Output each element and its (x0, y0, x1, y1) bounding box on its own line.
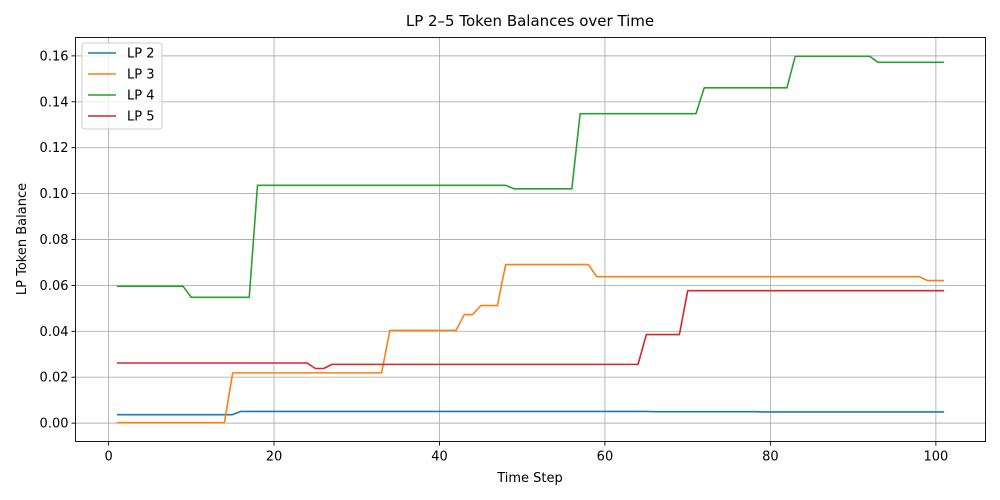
y-tick-label: 0.00 (40, 417, 69, 432)
x-tick-label: 60 (597, 450, 614, 465)
y-tick-label: 0.10 (40, 187, 69, 202)
y-axis-label: LP Token Balance (15, 183, 30, 295)
series-line-lp-4 (116, 55, 945, 299)
x-axis-label: Time Step (496, 471, 563, 486)
x-tick-label: 20 (266, 450, 283, 465)
series-line-lp-3 (116, 263, 945, 424)
x-tick-label: 100 (923, 450, 948, 465)
series-lines (116, 55, 945, 424)
legend-label: LP 2 (127, 47, 155, 62)
y-tick-label: 0.06 (40, 279, 69, 294)
legend: LP 2 LP 3 LP 4 LP 5 (81, 42, 163, 130)
y-tick-label: 0.12 (40, 141, 69, 156)
grid (75, 37, 986, 442)
y-tick-label: 0.08 (40, 233, 69, 248)
legend-frame (81, 42, 163, 130)
x-tick-label: 40 (431, 450, 448, 465)
legend-label: LP 4 (127, 89, 155, 104)
y-tick-label: 0.16 (40, 49, 69, 64)
y-tick-label: 0.02 (40, 371, 69, 386)
x-tick-label: 80 (762, 450, 779, 465)
series-line-lp-2 (116, 410, 945, 416)
y-tick-label: 0.04 (40, 325, 69, 340)
x-tick-label: 0 (104, 450, 112, 465)
y-axis-ticks: 0.00 0.02 0.04 0.06 0.08 0.10 0.12 0.14 0.16 (40, 49, 76, 432)
legend-label: LP 3 (127, 68, 155, 83)
chart-title: LP 2–5 Token Balances over Time (406, 12, 654, 30)
legend-label: LP 5 (127, 110, 155, 125)
y-tick-label: 0.14 (40, 95, 69, 110)
x-axis-ticks: 0 20 40 60 80 100 (104, 441, 948, 465)
series-line-lp-5 (116, 289, 945, 370)
